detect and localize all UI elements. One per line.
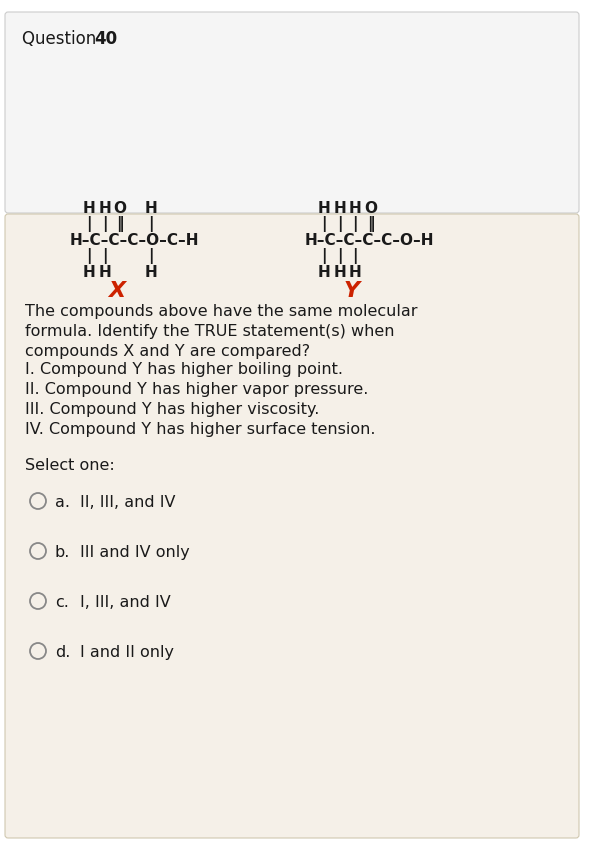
Text: Select one:: Select one: xyxy=(25,458,114,473)
Text: H–C–C–C–C–O–H: H–C–C–C–C–O–H xyxy=(305,233,434,247)
Text: H: H xyxy=(145,264,157,280)
Text: Y: Y xyxy=(343,281,359,301)
Text: H: H xyxy=(83,264,96,280)
Text: H: H xyxy=(145,201,157,216)
Text: O: O xyxy=(364,201,377,216)
Text: |: | xyxy=(352,248,358,264)
Text: I and II only: I and II only xyxy=(80,645,174,660)
Text: formula. Identify the TRUE statement(s) when: formula. Identify the TRUE statement(s) … xyxy=(25,324,395,339)
Text: H: H xyxy=(333,264,346,280)
Text: ‖: ‖ xyxy=(116,216,124,232)
Text: H: H xyxy=(349,201,362,216)
Text: I, III, and IV: I, III, and IV xyxy=(80,595,171,610)
Text: |: | xyxy=(102,248,107,264)
Text: III and IV only: III and IV only xyxy=(80,545,190,560)
Text: |: | xyxy=(352,216,358,232)
Text: H: H xyxy=(349,264,362,280)
Text: O: O xyxy=(113,201,126,216)
Text: II. Compound Y has higher vapor pressure.: II. Compound Y has higher vapor pressure… xyxy=(25,382,368,397)
Text: H: H xyxy=(99,201,111,216)
Text: d.: d. xyxy=(55,645,70,660)
Text: |: | xyxy=(337,216,342,232)
Text: X: X xyxy=(107,281,124,301)
Text: III. Compound Y has higher viscosity.: III. Compound Y has higher viscosity. xyxy=(25,402,319,417)
Text: I. Compound Y has higher boiling point.: I. Compound Y has higher boiling point. xyxy=(25,362,343,377)
Text: ‖: ‖ xyxy=(367,216,374,232)
Text: |: | xyxy=(322,216,327,232)
Text: |: | xyxy=(148,248,153,264)
Text: II, III, and IV: II, III, and IV xyxy=(80,495,175,510)
Text: H–C–C–C–O–C–H: H–C–C–C–O–C–H xyxy=(70,233,199,247)
FancyBboxPatch shape xyxy=(5,12,579,213)
Text: |: | xyxy=(87,216,92,232)
Text: |: | xyxy=(87,248,92,264)
FancyBboxPatch shape xyxy=(5,214,579,838)
Text: compounds X and Y are compared?: compounds X and Y are compared? xyxy=(25,344,310,359)
Text: |: | xyxy=(337,248,342,264)
Text: Question: Question xyxy=(22,30,101,48)
Text: 40: 40 xyxy=(94,30,117,48)
Text: |: | xyxy=(322,248,327,264)
Text: The compounds above have the same molecular: The compounds above have the same molecu… xyxy=(25,304,418,319)
Text: H: H xyxy=(83,201,96,216)
Text: a.: a. xyxy=(55,495,70,510)
Text: b.: b. xyxy=(55,545,70,560)
Text: H: H xyxy=(99,264,111,280)
Text: |: | xyxy=(102,216,107,232)
Text: H: H xyxy=(318,264,330,280)
Text: H: H xyxy=(333,201,346,216)
Text: |: | xyxy=(148,216,153,232)
Text: IV. Compound Y has higher surface tension.: IV. Compound Y has higher surface tensio… xyxy=(25,422,375,437)
Text: H: H xyxy=(318,201,330,216)
Text: c.: c. xyxy=(55,595,69,610)
